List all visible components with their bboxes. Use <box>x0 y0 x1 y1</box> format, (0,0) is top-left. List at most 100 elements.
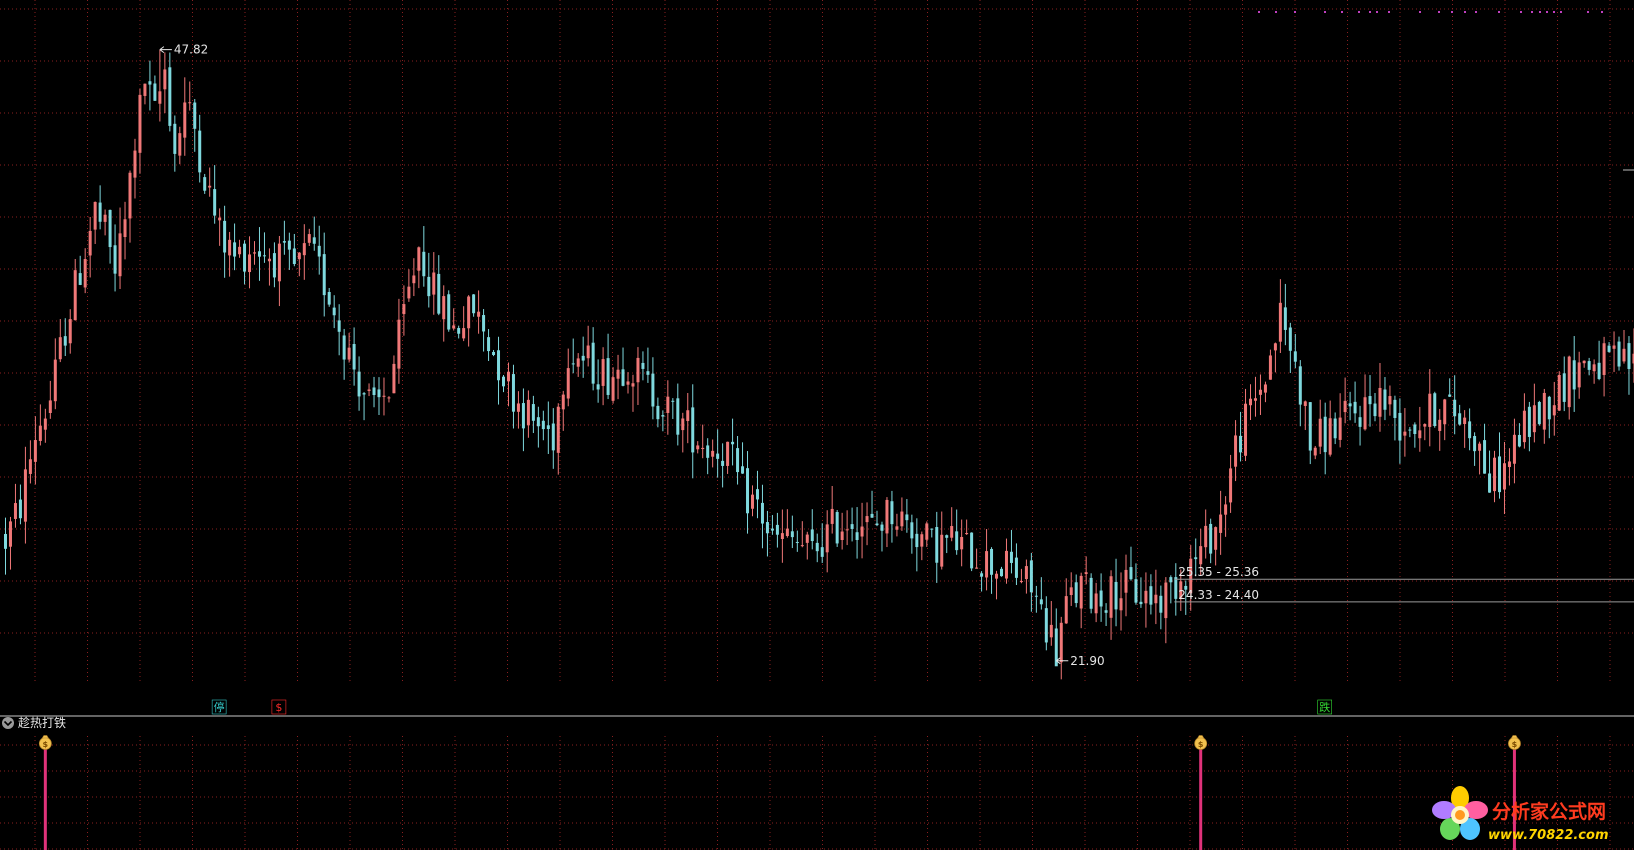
candle-body[interactable] <box>770 528 774 531</box>
candle-body[interactable] <box>651 373 655 407</box>
candle-body[interactable] <box>1413 424 1417 435</box>
candle-body[interactable] <box>287 240 291 250</box>
candle-body[interactable] <box>1378 387 1382 417</box>
candle-body[interactable] <box>178 133 182 156</box>
candle-body[interactable] <box>925 523 929 540</box>
candle-body[interactable] <box>1527 406 1531 437</box>
candle-body[interactable] <box>571 363 575 365</box>
candle-body[interactable] <box>1169 577 1173 583</box>
candle-body[interactable] <box>158 91 162 104</box>
candle-body[interactable] <box>546 425 550 429</box>
candle-body[interactable] <box>233 242 237 257</box>
candle-body[interactable] <box>183 102 187 138</box>
candle-body[interactable] <box>945 535 949 538</box>
candle-body[interactable] <box>561 394 565 410</box>
candle-body[interactable] <box>1253 398 1257 401</box>
candle-body[interactable] <box>33 440 37 462</box>
candle-body[interactable] <box>387 397 391 399</box>
candle-body[interactable] <box>736 448 740 473</box>
candle-body[interactable] <box>726 441 730 466</box>
candle-body[interactable] <box>332 307 336 316</box>
candle-body[interactable] <box>975 567 979 569</box>
candle-body[interactable] <box>790 531 794 538</box>
candle-body[interactable] <box>352 344 356 370</box>
candle-body[interactable] <box>1493 457 1497 492</box>
candle-body[interactable] <box>1308 402 1312 451</box>
candle-body[interactable] <box>1562 373 1566 402</box>
candle-body[interactable] <box>198 130 202 173</box>
candle-body[interactable] <box>1149 586 1153 605</box>
candle-body[interactable] <box>163 69 167 90</box>
candle-body[interactable] <box>985 551 989 578</box>
candle-body[interactable] <box>1034 595 1038 597</box>
candle-body[interactable] <box>257 251 261 257</box>
candle-body[interactable] <box>312 237 316 244</box>
candle-body[interactable] <box>591 342 595 384</box>
candle-body[interactable] <box>412 275 416 284</box>
candle-body[interactable] <box>845 529 849 531</box>
candle-body[interactable] <box>1348 403 1352 407</box>
candle-body[interactable] <box>272 253 276 278</box>
candle-body[interactable] <box>1602 343 1606 375</box>
candle-body[interactable] <box>646 371 650 375</box>
candle-body[interactable] <box>28 459 32 474</box>
candle-body[interactable] <box>138 94 142 153</box>
candle-body[interactable] <box>1438 419 1442 431</box>
candle-body[interactable] <box>800 545 804 547</box>
candle-body[interactable] <box>422 251 426 277</box>
candle-body[interactable] <box>1313 447 1317 456</box>
candle-body[interactable] <box>1104 610 1108 613</box>
candle-body[interactable] <box>1597 362 1601 379</box>
candle-body[interactable] <box>950 526 954 538</box>
candle-body[interactable] <box>1388 396 1392 405</box>
candle-body[interactable] <box>472 294 476 314</box>
candle-body[interactable] <box>1373 403 1377 417</box>
candle-body[interactable] <box>1089 577 1093 609</box>
candle-body[interactable] <box>1079 575 1083 609</box>
candle-body[interactable] <box>1512 434 1516 464</box>
candle-body[interactable] <box>113 245 117 274</box>
candle-body[interactable] <box>487 337 491 352</box>
candle-body[interactable] <box>556 406 560 453</box>
candle-body[interactable] <box>1009 551 1013 563</box>
candle-body[interactable] <box>83 259 87 288</box>
candle-body[interactable] <box>88 230 92 256</box>
candle-body[interactable] <box>1612 345 1616 349</box>
candle-body[interactable] <box>965 533 969 535</box>
candle-body[interactable] <box>830 508 834 524</box>
candle-body[interactable] <box>427 276 431 297</box>
candle-body[interactable] <box>850 524 854 529</box>
candle-body[interactable] <box>1024 566 1028 580</box>
candle-body[interactable] <box>1343 400 1347 413</box>
candle-body[interactable] <box>243 243 247 272</box>
candle-body[interactable] <box>1239 435 1243 453</box>
candle-body[interactable] <box>267 258 271 262</box>
candle-body[interactable] <box>48 400 52 413</box>
candle-body[interactable] <box>4 533 7 549</box>
candle-body[interactable] <box>1502 463 1506 490</box>
candle-body[interactable] <box>248 254 252 273</box>
candle-body[interactable] <box>1453 399 1457 417</box>
candle-body[interactable] <box>1054 628 1058 667</box>
candle-body[interactable] <box>1293 351 1297 362</box>
candle-body[interactable] <box>108 209 112 248</box>
candle-body[interactable] <box>1258 389 1262 395</box>
candle-body[interactable] <box>492 351 496 355</box>
candle-body[interactable] <box>337 320 341 332</box>
candle-body[interactable] <box>43 418 47 430</box>
candle-body[interactable] <box>751 494 754 509</box>
candle-body[interactable] <box>253 252 256 254</box>
candle-body[interactable] <box>900 511 904 527</box>
candle-body[interactable] <box>741 466 745 474</box>
candle-body[interactable] <box>1124 569 1128 593</box>
candle-body[interactable] <box>18 499 22 519</box>
candle-body[interactable] <box>880 524 884 531</box>
candle-body[interactable] <box>1323 416 1327 453</box>
candle-body[interactable] <box>1478 443 1482 451</box>
candle-body[interactable] <box>1059 622 1063 663</box>
candle-body[interactable] <box>53 359 57 402</box>
candle-body[interactable] <box>282 241 286 243</box>
candle-body[interactable] <box>38 425 42 441</box>
candle-body[interactable] <box>1557 374 1561 411</box>
candle-body[interactable] <box>382 395 386 397</box>
